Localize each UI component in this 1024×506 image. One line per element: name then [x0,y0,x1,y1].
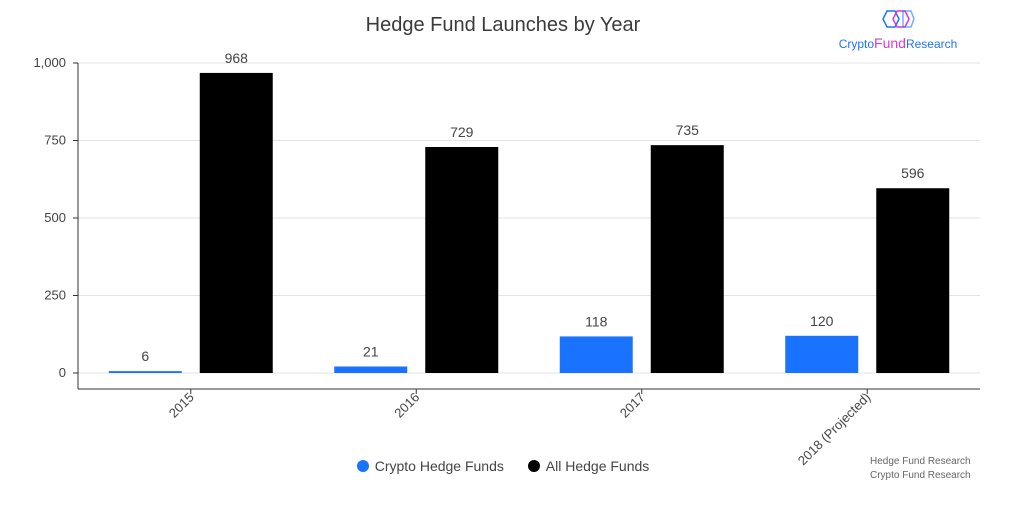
bar-all [650,145,724,373]
x-tick-label: 2015 [166,390,197,421]
y-tick-label: 750 [44,133,66,148]
legend-item-crypto[interactable]: Crypto Hedge Funds [356,458,504,474]
bar-crypto [559,336,633,373]
data-label: 968 [225,50,249,66]
legend-swatch-crypto [356,460,369,472]
data-label: 120 [810,313,834,329]
bar-all [876,188,950,373]
legend: Crypto Hedge Funds All Hedge Funds [0,458,1006,474]
x-tick-label: 2017 [617,390,648,421]
bar-crypto [108,371,182,373]
data-label: 118 [585,313,608,329]
bar-crypto [785,335,859,373]
x-tick-label: 2016 [391,390,422,421]
data-label: 729 [450,124,474,140]
y-tick-label: 0 [59,365,66,380]
y-tick-label: 250 [44,288,66,303]
y-tick-label: 500 [44,210,66,225]
bar-all [425,147,499,373]
data-label: 6 [141,348,149,364]
chart-title: Hedge Fund Launches by Year [365,14,641,36]
source-credits: Hedge Fund Research Crypto Fund Research [870,455,971,483]
data-label: 735 [676,122,700,138]
legend-swatch-all [527,460,540,472]
data-label: 21 [363,343,379,359]
bar-crypto [334,366,408,373]
legend-item-all[interactable]: All Hedge Funds [527,458,649,474]
source-line: Hedge Fund Research [870,456,971,467]
logo-hexagon-icon [882,10,915,28]
y-tick-label: 1,000 [33,55,66,70]
bar-all [199,72,273,374]
source-line: Crypto Fund Research [870,470,971,481]
data-label: 596 [901,165,925,181]
crypto-fund-research-logo: CryptoFundResearch [838,10,958,51]
x-tick-label: 2018 (Projected) [795,390,874,469]
